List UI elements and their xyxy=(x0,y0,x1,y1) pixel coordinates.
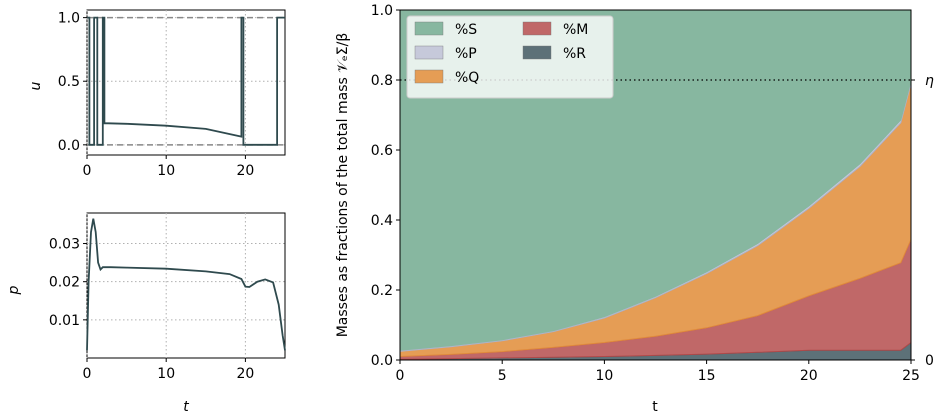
mass-y-tick-label: 0.6 xyxy=(371,143,393,159)
p-x-tick-label: 0 xyxy=(83,366,92,382)
mass-panel: 0 5 10 15 20 25 0.00.20.40.60.81.0 η0 Masses … xyxy=(335,3,934,415)
u-x-tick-label: 20 xyxy=(236,163,254,179)
legend-swatch xyxy=(414,21,444,36)
legend-label: %M xyxy=(563,22,588,38)
p-x-tick-label: 10 xyxy=(157,366,175,382)
p-y-ticks: 0.01 0.02 0.03 xyxy=(49,237,87,329)
mass-x-tick-label: 20 xyxy=(800,368,818,384)
u-line xyxy=(87,16,285,146)
mass-y-axis-label: Masses as fractions of the total mass 𝒱ₑ… xyxy=(335,33,351,338)
mass-y-tick-label: 0.2 xyxy=(371,283,393,299)
u-x-tick-label: 10 xyxy=(157,163,175,179)
legend-entries: %S %P %Q %M %R xyxy=(414,21,588,86)
legend-box xyxy=(406,15,614,99)
mass-right-tick-label: 0 xyxy=(925,353,934,369)
p-line xyxy=(86,218,286,351)
p-x-axis-label: t xyxy=(183,399,189,415)
legend-swatch xyxy=(414,45,444,60)
u-y-tick-label: 0.5 xyxy=(58,74,80,90)
mass-x-tick-label: 25 xyxy=(902,368,920,384)
u-x-tick-label: 0 xyxy=(83,163,92,179)
p-panel: 0 10 20 0.01 0.02 0.03 p t xyxy=(6,212,286,415)
u-y-tick-label: 1.0 xyxy=(58,11,80,27)
u-y-tick-label: 0.0 xyxy=(58,138,80,154)
u-y-axis-label: u xyxy=(28,81,44,90)
p-x-ticks: 0 10 20 xyxy=(83,358,254,382)
mass-y-ticks: 0.0 0.2 0.4 0.6 0.8 1.0 xyxy=(371,3,400,369)
legend-label: %P xyxy=(455,46,477,62)
u-gridlines xyxy=(86,10,285,155)
p-y-tick-label: 0.03 xyxy=(49,237,80,253)
u-panel: 0 10 20 0.0 0.5 1.0 u xyxy=(28,9,286,179)
mass-x-tick-label: 10 xyxy=(595,368,613,384)
mass-right-tick-label: η xyxy=(925,73,934,89)
mass-y-tick-label: 1.0 xyxy=(371,3,393,19)
mass-y-tick-label: 0.0 xyxy=(371,353,393,369)
mass-plot-frame xyxy=(399,9,912,361)
legend-swatch xyxy=(522,21,552,36)
u-plot-frame xyxy=(86,9,286,156)
mass-x-tick-label: 0 xyxy=(396,368,405,384)
mass-y-tick-label: 0.8 xyxy=(371,73,393,89)
mass-x-ticks: 0 5 10 15 20 25 xyxy=(396,360,920,384)
mass-x-axis-label: t xyxy=(652,399,658,415)
p-y-tick-label: 0.01 xyxy=(49,313,80,329)
mass-y-tick-label: 0.4 xyxy=(371,213,393,229)
mass-right-ticks: η0 xyxy=(911,73,934,369)
p-plot-frame xyxy=(86,212,286,359)
u-y-ticks: 0.0 0.5 1.0 xyxy=(58,11,87,154)
legend-label: %S xyxy=(455,22,477,38)
legend-label: %R xyxy=(563,46,586,62)
legend-swatch xyxy=(414,69,444,84)
p-y-axis-label: p xyxy=(6,285,22,295)
mass-x-tick-label: 5 xyxy=(498,368,507,384)
u-x-ticks: 0 10 20 xyxy=(83,155,254,179)
legend-swatch xyxy=(522,45,552,60)
p-y-tick-label: 0.02 xyxy=(49,275,80,291)
p-gridlines xyxy=(86,213,285,358)
p-x-tick-label: 20 xyxy=(236,366,254,382)
mass-x-tick-label: 15 xyxy=(698,368,716,384)
legend-label: %Q xyxy=(455,70,479,86)
legend: %S %P %Q %M %R xyxy=(406,15,614,99)
